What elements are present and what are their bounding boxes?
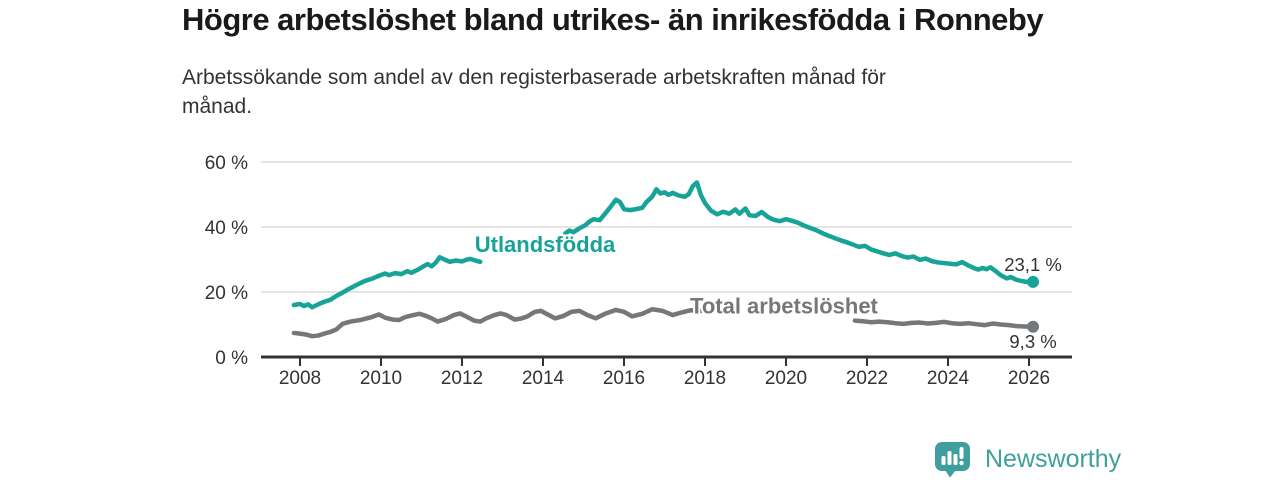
x-tick-label-2026: 2026 — [1008, 368, 1050, 389]
end-dot-utlandsfodda — [1027, 275, 1040, 288]
x-tick-label-2012: 2012 — [441, 368, 483, 389]
newsworthy-logo-icon — [935, 442, 970, 478]
y-tick-label-20: 20 % — [205, 283, 248, 304]
chart-title: Högre arbetslöshet bland utrikes- än inr… — [182, 2, 1044, 37]
y-tick-label-0: 0 % — [215, 348, 248, 369]
series-line-utlandsfodda-seg2 — [563, 180, 1036, 285]
series-line-total-arbetsloshet-seg2 — [852, 318, 1036, 330]
end-dot-total-arbetsloshet — [1027, 320, 1040, 333]
series-line-utlandsfodda-seg1 — [291, 254, 483, 310]
series-label-utlandsfodda: Utlandsfödda — [475, 232, 616, 257]
chart-subtitle: Arbetssökande som andel av den registerb… — [182, 66, 886, 118]
newsworthy-logo-text: Newsworthy — [985, 445, 1122, 473]
series-line-total-arbetsloshet-seg1 — [291, 306, 704, 339]
x-tick-label-2014: 2014 — [522, 368, 565, 389]
y-tick-label-60: 60 % — [205, 153, 248, 174]
end-value-label-total-arbetsloshet: 9,3 % — [1009, 331, 1056, 352]
x-tick-label-2020: 2020 — [765, 368, 807, 389]
x-tick-label-2022: 2022 — [846, 368, 888, 389]
x-tick-label-2024: 2024 — [927, 368, 970, 389]
x-tick-label-2008: 2008 — [279, 368, 321, 389]
series-label-total-arbetsloshet: Total arbetslöshet — [690, 293, 879, 318]
end-value-label-utlandsfodda: 23,1 % — [1004, 254, 1062, 275]
x-tick-label-2016: 2016 — [603, 368, 645, 389]
newsworthy-branding: Newsworthy — [934, 441, 1121, 478]
y-tick-label-40: 40 % — [205, 218, 248, 239]
x-tick-label-2010: 2010 — [360, 368, 402, 389]
x-tick-label-2018: 2018 — [684, 368, 726, 389]
